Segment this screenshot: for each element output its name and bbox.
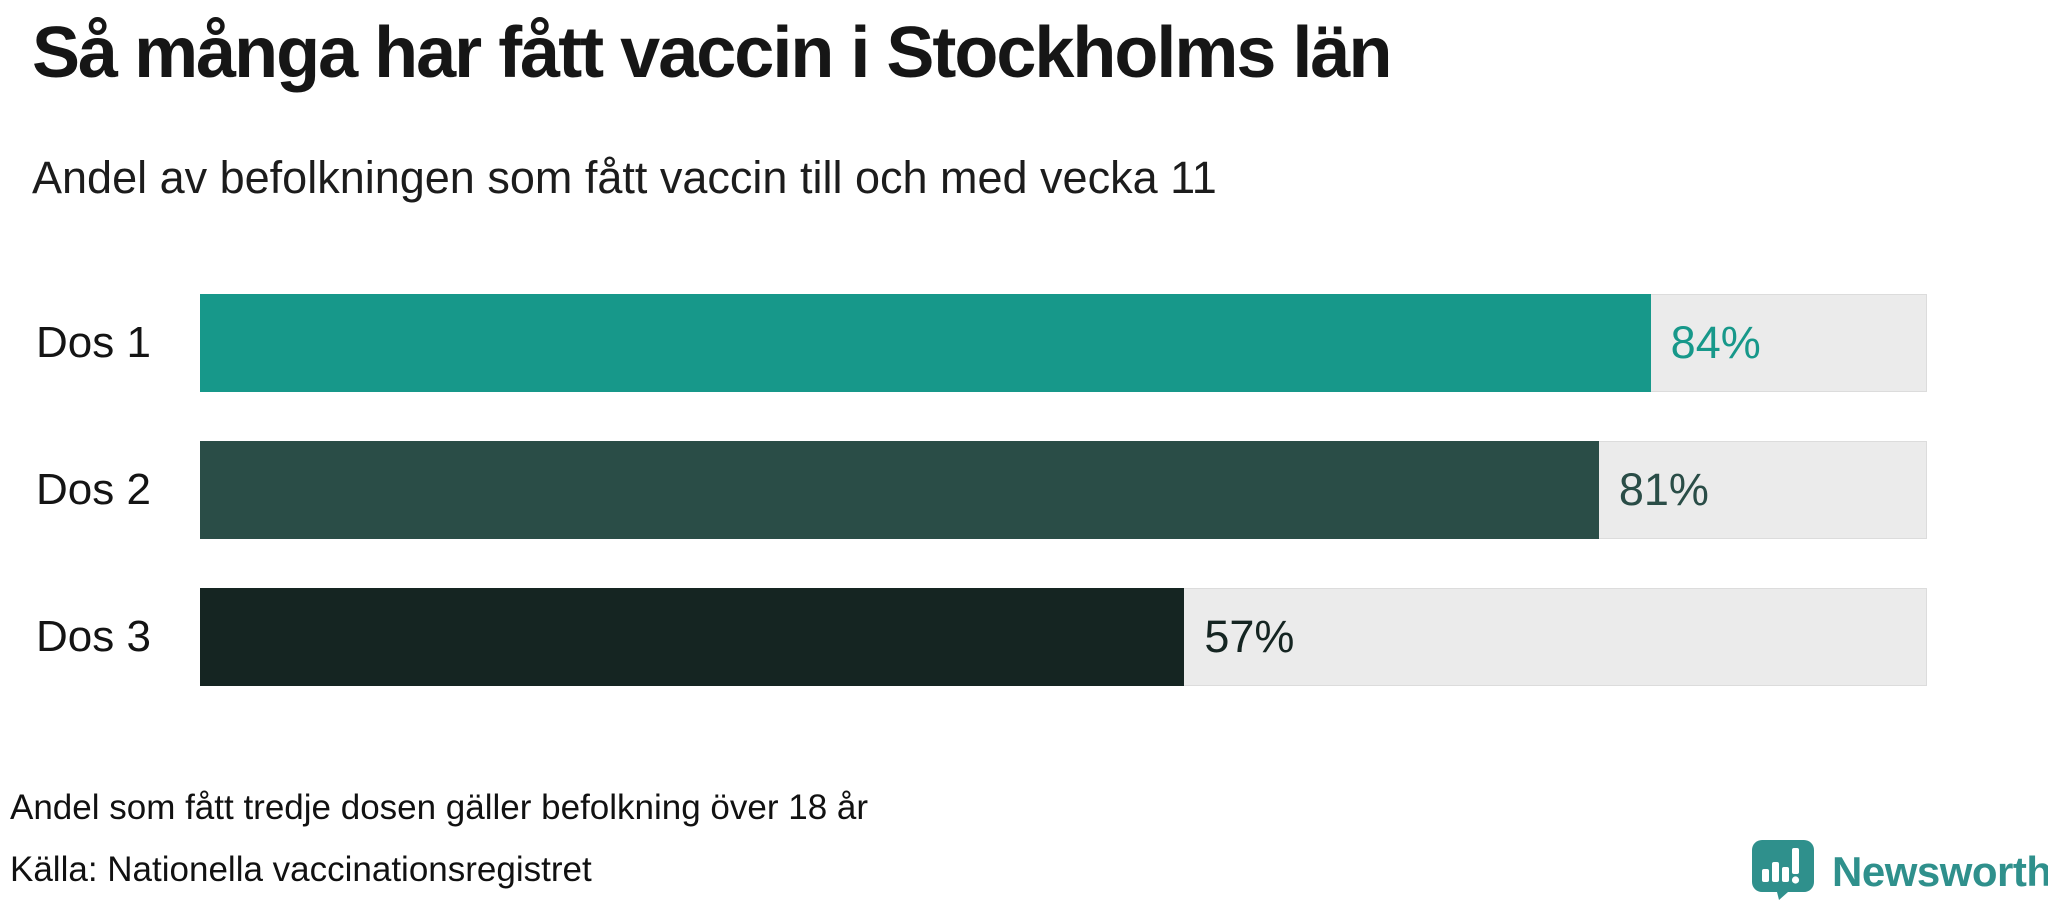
bar-row: Dos 2 81% [0, 441, 1927, 539]
bar-fill [200, 294, 1651, 392]
newsworthy-logo: Newsworthy [1750, 838, 2048, 900]
newsworthy-logo-text: Newsworthy [1832, 847, 2048, 895]
value-label: 81% [1618, 464, 1709, 515]
category-label: Dos 2 [36, 465, 151, 514]
chart-footnote: Andel som fått tredje dosen gäller befol… [10, 788, 869, 827]
bar-chart: Dos 1 84% Dos 2 81% Dos 3 57% [0, 294, 1927, 735]
category-label: Dos 3 [36, 612, 151, 661]
bar-fill [200, 441, 1599, 539]
bar-row: Dos 3 57% [0, 588, 1927, 686]
chart-subtitle: Andel av befolkningen som fått vaccin ti… [32, 152, 1217, 203]
newsworthy-bubble-chart-icon [1750, 838, 1816, 900]
chart-title: Så många har fått vaccin i Stockholms lä… [32, 13, 1392, 93]
category-label: Dos 1 [36, 318, 151, 367]
bar-row: Dos 1 84% [0, 294, 1927, 392]
value-label: 57% [1204, 611, 1295, 662]
value-label: 84% [1670, 317, 1761, 368]
bar-track: 81% [200, 441, 1927, 539]
bar-track: 84% [200, 294, 1927, 392]
bar-fill [200, 588, 1185, 686]
source-label: Källa: Nationella vaccinationsregistret [10, 850, 592, 889]
bar-track: 57% [200, 588, 1927, 686]
